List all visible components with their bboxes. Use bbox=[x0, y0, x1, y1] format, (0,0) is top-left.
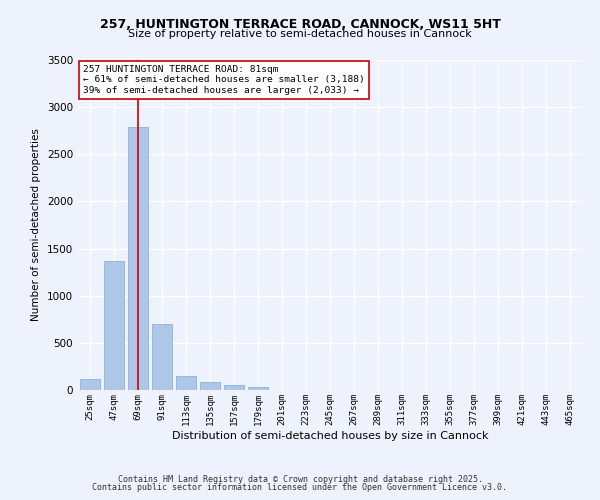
Bar bbox=[152, 324, 172, 390]
Text: 257 HUNTINGTON TERRACE ROAD: 81sqm
← 61% of semi-detached houses are smaller (3,: 257 HUNTINGTON TERRACE ROAD: 81sqm ← 61%… bbox=[83, 65, 365, 95]
Bar bbox=[176, 376, 196, 390]
Text: Contains public sector information licensed under the Open Government Licence v3: Contains public sector information licen… bbox=[92, 483, 508, 492]
Text: Contains HM Land Registry data © Crown copyright and database right 2025.: Contains HM Land Registry data © Crown c… bbox=[118, 475, 482, 484]
Bar bbox=[128, 127, 148, 390]
Bar bbox=[104, 261, 124, 390]
Bar bbox=[224, 386, 244, 390]
Bar bbox=[80, 378, 100, 390]
Text: Size of property relative to semi-detached houses in Cannock: Size of property relative to semi-detach… bbox=[128, 29, 472, 39]
Text: 257, HUNTINGTON TERRACE ROAD, CANNOCK, WS11 5HT: 257, HUNTINGTON TERRACE ROAD, CANNOCK, W… bbox=[100, 18, 500, 30]
X-axis label: Distribution of semi-detached houses by size in Cannock: Distribution of semi-detached houses by … bbox=[172, 430, 488, 440]
Bar bbox=[200, 382, 220, 390]
Y-axis label: Number of semi-detached properties: Number of semi-detached properties bbox=[31, 128, 41, 322]
Bar bbox=[248, 387, 268, 390]
